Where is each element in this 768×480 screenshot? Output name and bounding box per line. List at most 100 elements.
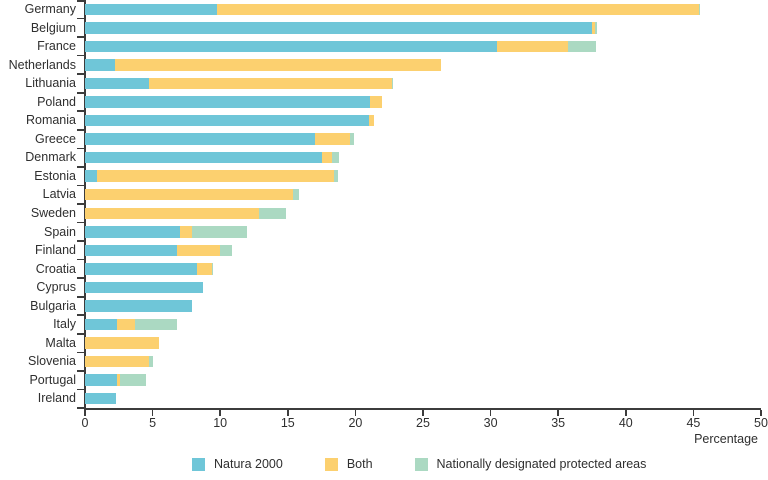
bar-segment-natura2000 — [85, 300, 192, 312]
category-label: Italy — [53, 317, 76, 332]
bar-segment-both — [117, 374, 121, 386]
x-axis-title: Percentage — [694, 432, 758, 446]
y-axis-tick — [77, 184, 84, 187]
bar-segment-natura2000 — [85, 392, 117, 405]
category-label: Finland — [35, 243, 76, 258]
bar-segment-national — [220, 244, 233, 257]
y-axis-tick — [77, 73, 84, 75]
bar-segment-national — [349, 133, 355, 145]
bar-segment-both — [592, 22, 595, 34]
category-label: Bulgaria — [30, 298, 76, 313]
bar-segment-natura2000 — [85, 170, 98, 182]
plot-area — [85, 0, 761, 408]
legend-item-natura2000: Natura 2000 — [192, 457, 283, 471]
bar-segment-both — [197, 263, 213, 275]
legend-label: Natura 2000 — [214, 457, 283, 471]
category-label: Poland — [37, 94, 76, 109]
bar-segment-both — [179, 226, 192, 238]
x-axis-tick — [151, 410, 154, 416]
y-axis-tick — [77, 314, 84, 317]
legend-item-national: Nationally designated protected areas — [414, 457, 647, 471]
y-axis-tick — [77, 388, 84, 391]
y-axis-tick — [77, 407, 84, 409]
bar-segment-national — [148, 355, 153, 368]
x-axis-line — [84, 408, 761, 410]
y-axis-tick — [77, 147, 84, 150]
x-axis-tick — [287, 410, 289, 416]
category-label: Estonia — [34, 168, 76, 183]
x-axis-tick — [557, 410, 559, 416]
y-axis-tick — [77, 370, 84, 372]
bar-segment-national — [333, 170, 338, 182]
category-label: Lithuania — [25, 76, 76, 91]
legend-item-both: Both — [324, 457, 373, 471]
x-axis-tick-label: 20 — [348, 416, 363, 430]
category-label: Malta — [45, 335, 76, 350]
x-axis-tick — [692, 410, 695, 416]
category-label: Spain — [44, 224, 76, 239]
category-label: Belgium — [30, 20, 76, 35]
bar-segment-national — [212, 263, 214, 275]
bar-segment-both — [368, 114, 375, 127]
category-label: Greece — [35, 131, 76, 146]
bar-segment-natura2000 — [85, 151, 322, 164]
x-axis-tick — [354, 410, 357, 416]
bar-segment-both — [217, 3, 699, 15]
y-axis-tick — [77, 54, 84, 57]
x-axis-tick — [760, 410, 762, 416]
bar-segment-natura2000 — [85, 3, 218, 15]
y-axis-tick — [77, 203, 84, 205]
y-axis-tick — [77, 166, 84, 168]
bar-segment-natura2000 — [85, 226, 180, 238]
x-axis-tick-label: 50 — [754, 416, 768, 430]
bar-segment-national — [120, 374, 146, 386]
bar-segment-both — [85, 207, 260, 219]
y-axis-tick — [77, 110, 84, 113]
x-axis-tick-label: 15 — [280, 416, 295, 430]
bar-segment-national — [567, 40, 597, 53]
x-axis-tick-label: 25 — [416, 416, 430, 430]
y-axis-tick — [77, 258, 84, 261]
x-axis-tick-label: 45 — [686, 416, 701, 430]
category-label: Germany — [24, 2, 76, 16]
y-axis-tick — [77, 240, 84, 242]
category-label: Netherlands — [8, 57, 76, 72]
category-label: Latvia — [42, 187, 76, 202]
y-axis-tick — [77, 221, 84, 224]
x-axis-tick — [489, 410, 492, 416]
bar-segment-natura2000 — [85, 22, 592, 34]
legend-label: Nationally designated protected areas — [436, 457, 647, 471]
bar-segment-both — [85, 337, 160, 349]
category-label: Croatia — [35, 261, 76, 276]
y-axis-tick — [77, 351, 84, 354]
category-label: Denmark — [25, 150, 76, 165]
bar-segment-both — [497, 40, 568, 53]
x-axis-tick — [422, 410, 424, 416]
category-label: Sweden — [30, 206, 76, 220]
category-label: France — [37, 39, 76, 54]
both-swatch-icon — [324, 457, 338, 471]
x-axis-tick-label: 35 — [551, 416, 566, 430]
bar-segment-both — [176, 244, 221, 257]
category-label: Slovenia — [28, 354, 76, 369]
bar-segment-both — [85, 188, 294, 201]
bar-segment-both — [370, 96, 383, 108]
legend-label: Both — [346, 457, 373, 471]
bar-segment-national — [594, 22, 598, 34]
bar-segment-national — [135, 318, 177, 331]
y-axis-tick — [77, 277, 84, 279]
x-axis-tick — [625, 410, 627, 416]
y-axis-tick — [77, 295, 84, 298]
x-axis-tick-label: 5 — [149, 416, 157, 430]
category-label: Portugal — [29, 372, 76, 387]
y-axis-tick — [77, 129, 84, 131]
bar-segment-natura2000 — [85, 96, 371, 108]
category-labels: Germany Belgium France Netherlands Lithuania… — [0, 0, 80, 408]
x-axis-tick-label: 30 — [483, 416, 498, 430]
bar-segment-natura2000 — [85, 40, 498, 53]
x-axis-tick-label: 10 — [213, 416, 228, 430]
bar-segment-both — [314, 133, 350, 145]
bar-segment-natura2000 — [85, 59, 115, 71]
bar-segment-national — [332, 151, 340, 164]
